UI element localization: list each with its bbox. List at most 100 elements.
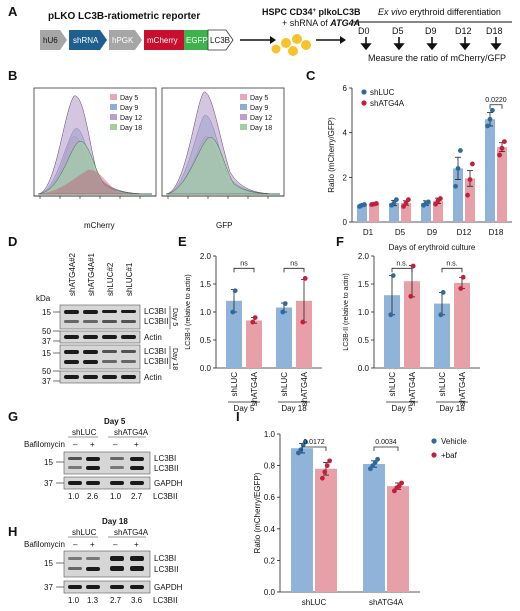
chart-f-significance-bracket [391,267,413,273]
timeline-day-d0: D0 [358,26,370,36]
chart-c-shatg4a-bar [433,200,443,222]
chart-e-shluc-point [230,309,236,315]
chart-i-baf-bar [387,486,409,592]
blot-h-lc3b [63,550,151,578]
chart-c-shluc-bar [357,205,367,222]
chart-c-shatg4a-point [499,145,505,151]
egfp-label: EGFP [186,36,208,45]
chart-i-pvalue: 0.0172 [303,439,325,446]
chart-c-shatg4a-bar [465,178,475,222]
chart-f-significance-label: n.s. [446,260,457,267]
chart-i-legend-marker-vehicle [431,438,437,444]
blot-h-sign-4: + [134,540,139,549]
blot-h-title: Day 18 [102,517,128,526]
chart-c-shatg4a-point [465,192,470,198]
chart-f-shatg4a-point [410,263,416,269]
chart-f-ylabel: LC3B-II (relative to actin) [343,273,350,350]
blot-g-group-shluc: shLUC [72,428,97,437]
lane-label-shatg4a2: shATG4A#2 [68,252,77,296]
blot-h-label-lc3bii: LC3BII [154,565,178,574]
histogram-gfp: Day 5 Day 9 Day 12 Day 18 GFP [161,87,285,230]
blot-d-label-actin-day18: Actin [144,373,162,382]
chart-e-shatg4a-bar [296,300,312,368]
blot-g-group-shatg4a: shATG4A [114,428,149,437]
chart-c-xtick-label: D12 [457,228,472,237]
timeline-day-d18: D18 [486,26,503,36]
chart-f-ytick-label: 1.5 [358,280,370,289]
blot-g-marker-37: 37 [44,479,53,488]
chart-e-shatg4a-point [300,319,306,325]
timeline-day-d9: D9 [425,26,437,36]
chart-c-ytick-label: 0 [343,218,348,227]
chart-c-xtick-label: D5 [395,228,406,237]
panel-label-a: A [8,4,18,19]
marker-15-a: 15 [42,308,51,317]
construct-title: pLKO LC3B-ratiometric reporter [48,11,200,22]
mcherry-box [144,30,184,50]
chart-i-legend-marker-baf [431,452,437,458]
vector-construct: hU6 shRNA hPGK mCherry EGFP LC3B [40,29,234,51]
lc3b-label: LC3B [210,36,230,45]
chart-c-legend-marker-shatg4a [361,100,367,106]
chart-i-ytick-label: 0.4 [264,525,276,534]
legend-b2-day5: Day 5 [250,95,268,102]
shrna-box [69,30,107,50]
chart-c-shatg4a-point [467,177,473,182]
chart-f-significance-bracket [441,267,463,273]
blot-g-label-lc3bii: LC3BII [154,464,178,473]
chart-c: 0 2 4 6 Ratio (mCherry/GFP) Days of erythroid… [327,84,512,252]
chart-f-shatg4a-bar [454,282,470,368]
chart-f-shluc-point [438,312,444,318]
xlabel-mcherry: mCherry [84,221,115,230]
chart-i-ytick-label: 0.8 [264,462,276,471]
panel-label-c: C [306,68,316,83]
chart-c-shatg4a-point [374,201,379,206]
western-blot-d: shATG4A#2 shATG4A#1 shLUC#2 shLUC#1 kDa … [36,252,178,386]
panel-label-h: H [8,524,17,539]
blot-d-actin-day5 [59,330,141,344]
exvivo-title: Ex vivo erythroid differentiation [378,7,501,17]
chart-c-shatg4a-point [406,197,411,203]
chart-i-significance-bracket [301,446,327,451]
day-tag-d5: Day 5 [171,308,178,326]
chart-f-shluc-point [388,312,394,318]
chart-e-ytick-label: 2.0 [200,252,212,261]
legend-b1-day18: Day 18 [120,125,142,132]
chart-e-xtick-label: shLUC [280,372,289,397]
blot-h-label-gapdh: GAPDH [154,583,183,592]
chart-i-vehicle-point [375,456,380,462]
chart-f-group-day5: Day 5 [392,404,413,413]
chart-c-shluc-bar [421,203,431,222]
chart-c-shluc-bar [485,119,495,222]
marker-37-b: 37 [42,377,51,386]
chart-f-ytick-label: 0.5 [358,336,370,345]
chart-i-ytick-label: 0.0 [264,588,276,597]
chart-i-baf-point [322,469,328,475]
chart-e-shatg4a-point [302,276,308,281]
blot-g-quant-label: LC3BII [153,492,177,501]
chart-c-shatg4a-bar [401,203,411,222]
chart-e-ytick-label: 0.5 [200,336,212,345]
blot-g-marker-15: 15 [44,458,53,467]
chart-i-xtick-label: shATG4A [369,598,404,607]
chart-i-baf-point [320,475,325,481]
panel-label-d: D [8,234,17,249]
day-tag-d18: Day 18 [171,348,178,370]
blot-g-quant-4: 2.7 [131,492,143,501]
lane-label-shatg4a1: shATG4A#1 [87,252,96,296]
blot-g-lc3b [63,451,151,475]
panel-label-e: E [178,234,187,249]
chart-i-xtick-label: shLUC [302,598,327,607]
chart-i: 0.0 0.2 0.4 0.6 0.8 1.0 Ratio (mCherry/EGFP) sh… [253,430,467,607]
cell-cluster-icon [271,34,311,56]
legend-b2-day9: Day 9 [250,105,268,112]
chart-c-shluc-point [394,197,399,203]
chart-c-shluc-point [426,199,431,205]
chart-f-xtick-label: shATG4A [458,371,467,406]
chart-i-significance-bracket [373,446,399,451]
blot-d-label-lc3bi-day5: LC3BI [144,307,166,316]
hpgk-box [109,30,142,50]
chart-f: 0.0 0.5 1.0 1.5 2.0 LC3B-II (relative to acti… [343,252,480,413]
chart-i-pvalue: 0.0034 [375,439,397,446]
chart-i-vehicle-bar [363,464,385,592]
